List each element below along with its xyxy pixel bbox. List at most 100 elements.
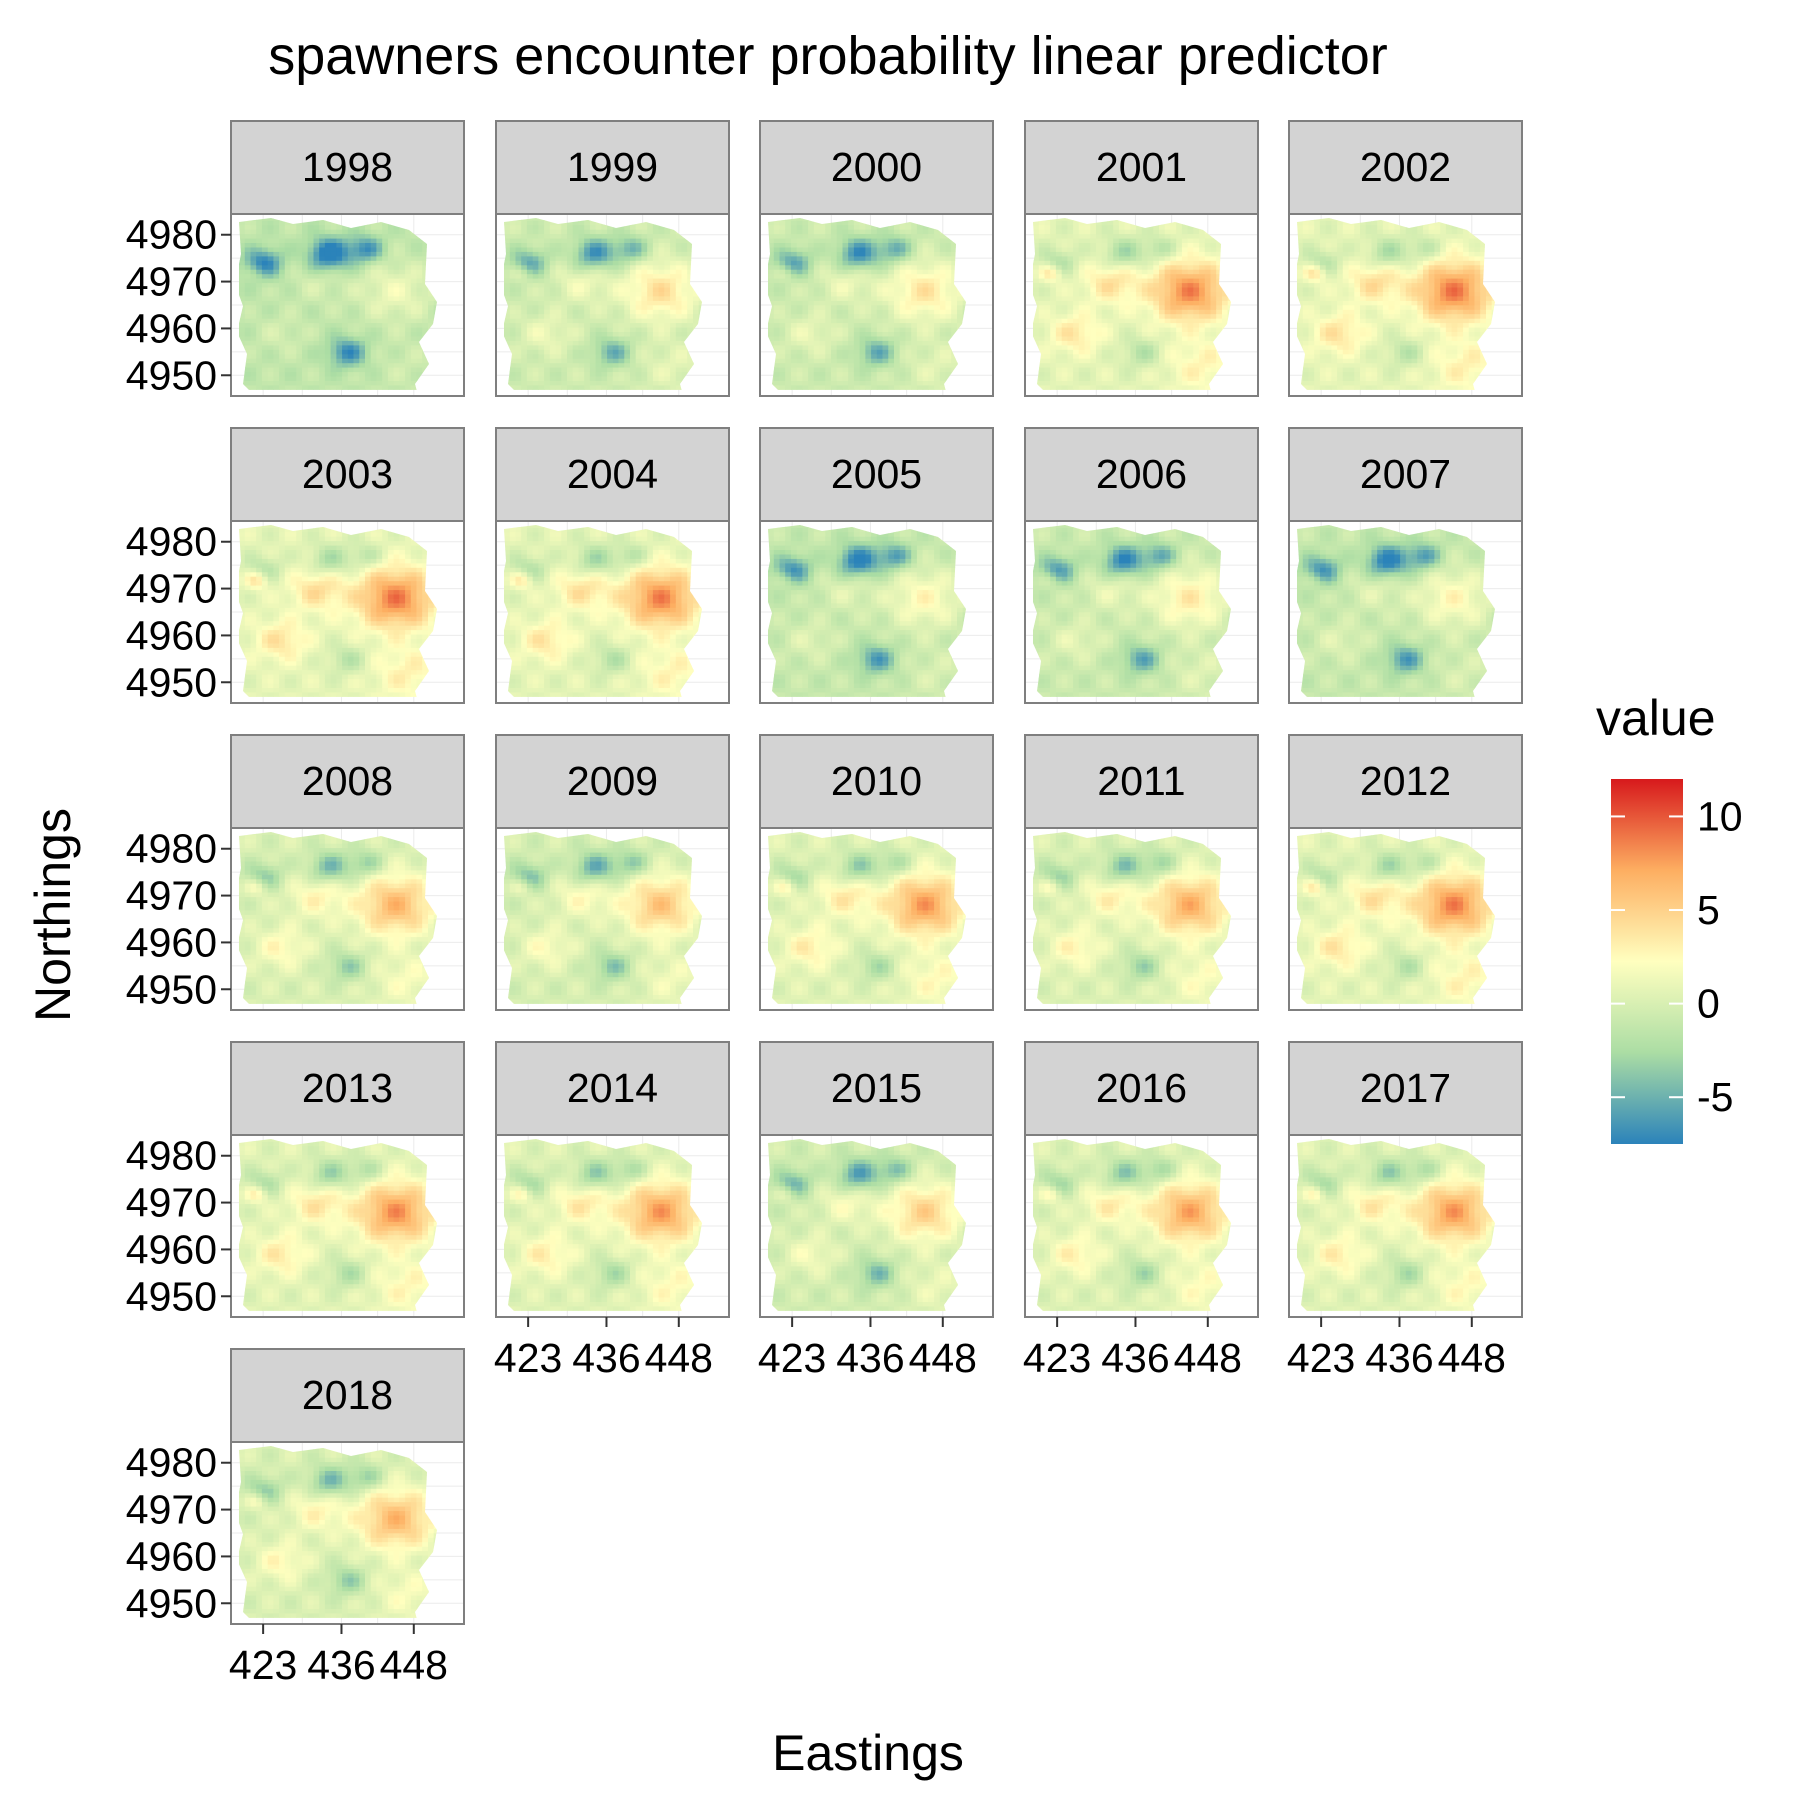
heatmap-cell — [681, 371, 688, 377]
heatmap-cell — [945, 304, 952, 310]
heatmap-cell — [768, 313, 775, 319]
heatmap-cell — [376, 273, 383, 279]
heatmap-cell — [330, 358, 337, 364]
heatmap-cell — [572, 246, 579, 252]
heatmap-cell — [347, 362, 355, 368]
heatmap-cell — [802, 220, 809, 226]
heatmap-cell — [302, 340, 309, 346]
heatmap-cell — [382, 331, 389, 337]
heatmap-cell — [658, 287, 665, 292]
heatmap-cell — [670, 251, 677, 257]
heatmap-cell — [353, 224, 360, 230]
heatmap-cell — [905, 349, 912, 355]
heatmap-cell — [365, 287, 372, 292]
heatmap-cell — [928, 327, 935, 332]
heatmap-cell — [1061, 246, 1068, 252]
heatmap-cell — [652, 322, 660, 328]
heatmap-cell — [796, 371, 803, 377]
heatmap-cell — [922, 313, 929, 319]
heatmap-cell — [515, 367, 522, 373]
heatmap-cell — [951, 318, 958, 324]
heatmap-cell — [916, 291, 924, 297]
heatmap-cell — [515, 229, 522, 235]
heatmap-cell — [1050, 371, 1057, 377]
heatmap-cell — [1044, 322, 1051, 328]
heatmap-cell — [538, 255, 545, 261]
heatmap-cell — [808, 291, 815, 297]
heatmap-cell — [572, 313, 579, 319]
heatmap-cell — [1050, 380, 1057, 386]
heatmap-cell — [951, 291, 958, 297]
heatmap-cell — [359, 242, 366, 248]
heatmap-cell — [831, 331, 838, 337]
heatmap-cell — [342, 300, 349, 306]
heatmap-cell — [894, 327, 901, 332]
heatmap-cell — [1078, 229, 1086, 235]
heatmap-cell — [905, 384, 912, 390]
heatmap-cell — [561, 327, 568, 332]
heatmap-cell — [324, 335, 332, 341]
heatmap-cell — [526, 335, 534, 341]
heatmap-cell — [630, 295, 637, 301]
heatmap-cell — [808, 327, 815, 332]
heatmap-cell — [1033, 238, 1040, 243]
heatmap-cell — [607, 349, 614, 355]
heatmap-cell — [515, 384, 522, 390]
heatmap-cell — [871, 340, 878, 346]
heatmap-cell — [773, 233, 781, 239]
heatmap-cell — [1061, 218, 1068, 221]
heatmap-cell — [1084, 260, 1091, 266]
heatmap-cell — [284, 380, 292, 386]
heatmap-cell — [567, 242, 574, 248]
heatmap-cell — [567, 322, 574, 328]
heatmap-cell — [612, 358, 620, 364]
heatmap-cell — [848, 362, 855, 368]
heatmap-cell — [296, 269, 303, 275]
heatmap-cell — [612, 229, 620, 235]
heatmap-cell — [842, 291, 849, 297]
heatmap-cell — [675, 238, 683, 243]
heatmap-cell — [561, 371, 568, 377]
heatmap-cell — [267, 251, 274, 257]
heatmap-cell — [601, 371, 608, 377]
heatmap-cell — [544, 353, 551, 359]
heatmap-cell — [842, 224, 849, 230]
heatmap-cell — [641, 220, 648, 226]
heatmap-cell — [410, 322, 418, 328]
heatmap-cell — [641, 238, 648, 243]
heatmap-cell — [819, 358, 826, 364]
heatmap-cell — [1084, 349, 1091, 355]
heatmap-cell — [405, 238, 412, 243]
heatmap-cell — [567, 229, 574, 235]
heatmap-cell — [365, 238, 372, 243]
heatmap-cell — [618, 335, 625, 341]
heatmap-cell — [922, 340, 929, 346]
heatmap-cell — [359, 255, 366, 261]
heatmap-cell — [595, 238, 602, 243]
heatmap-cell — [330, 229, 337, 235]
heatmap-cell — [261, 264, 269, 270]
heatmap-cell — [250, 295, 257, 301]
heatmap-cell — [670, 278, 677, 284]
heatmap-cell — [876, 371, 884, 377]
heatmap-cell — [290, 376, 297, 381]
heatmap-cell — [555, 282, 562, 288]
heatmap-cell — [561, 362, 568, 368]
heatmap-cell — [399, 371, 406, 377]
heatmap-cell — [825, 295, 832, 301]
heatmap-cell — [410, 300, 418, 306]
heatmap-cell — [819, 344, 826, 350]
heatmap-cell — [1055, 362, 1063, 368]
heatmap-cell — [509, 376, 517, 381]
heatmap-cell — [687, 318, 694, 324]
heatmap-cell — [410, 304, 418, 310]
heatmap-cell — [319, 362, 326, 368]
heatmap-cell — [526, 358, 534, 364]
heatmap-cell — [370, 269, 377, 275]
heatmap-cell — [521, 287, 528, 292]
heatmap-cell — [922, 295, 929, 301]
heatmap-cell — [905, 233, 912, 239]
heatmap-cell — [319, 282, 326, 288]
heatmap-cell — [526, 362, 534, 368]
heatmap-cell — [693, 313, 700, 319]
